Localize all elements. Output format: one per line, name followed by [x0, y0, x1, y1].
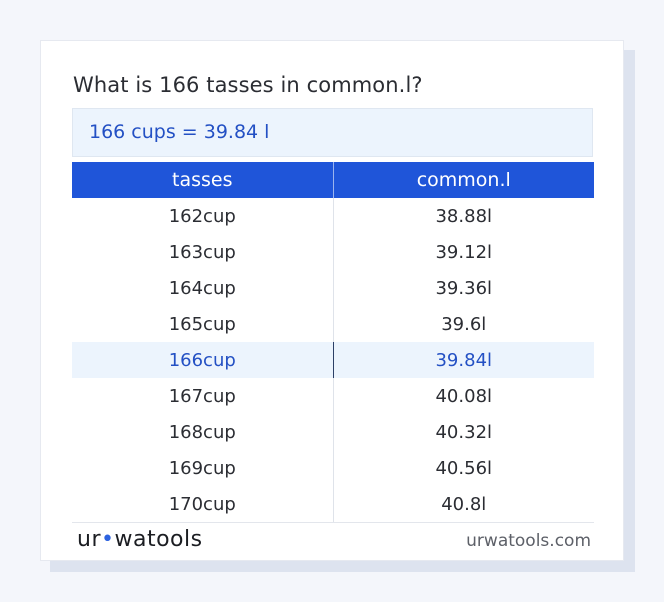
cell-common-l: 40.8l [332, 486, 594, 523]
cell-common-l: 39.84l [332, 342, 594, 378]
column-header-tasses: tasses [72, 162, 333, 198]
table-row: 167cup 40.08l [72, 378, 594, 414]
cell-tasses: 162cup [168, 205, 236, 227]
table-row: 163cup 39.12l [72, 234, 594, 270]
cell-common-l: 39.36l [332, 270, 594, 306]
cell-common-l: 40.56l [332, 450, 594, 486]
cell-tasses: 166cup [72, 342, 333, 378]
page-title: What is 166 tasses in common.l? [73, 73, 423, 97]
cell-tasses: 167cup [168, 385, 236, 407]
urwatools-logo[interactable]: ur•watools [77, 527, 203, 552]
cell-tasses: 168cup [168, 421, 236, 443]
cell-common-l: 40.32l [332, 414, 594, 450]
cell-tasses: 165cup [168, 313, 236, 335]
cell-common-l: 38.88l [332, 198, 594, 234]
table-row: 165cup 39.6l [72, 306, 594, 342]
cell-tasses: 169cup [168, 457, 236, 479]
logo-text: ur•watools [77, 527, 203, 552]
conversion-table: tasses common.l 162cup 38.88l 163cup 39.… [72, 162, 594, 523]
cell-common-l: 40.08l [332, 378, 594, 414]
table-header-row: tasses common.l [72, 162, 594, 198]
table-row: 170cup 40.8l [72, 486, 594, 523]
table-row: 168cup 40.32l [72, 414, 594, 450]
conversion-result: 166 cups = 39.84 l [72, 108, 593, 157]
converter-card: What is 166 tasses in common.l? 166 cups… [40, 40, 624, 561]
table-row: 164cup 39.36l [72, 270, 594, 306]
table-row-highlighted: 166cup 39.84l [72, 342, 594, 378]
table-row: 162cup 38.88l [72, 198, 594, 234]
cell-tasses: 170cup [72, 486, 333, 523]
table-row: 169cup 40.56l [72, 450, 594, 486]
column-header-common-l: common.l [332, 162, 594, 198]
cell-tasses: 164cup [168, 277, 236, 299]
cell-common-l: 39.12l [332, 234, 594, 270]
cell-tasses: 163cup [168, 241, 236, 263]
site-url[interactable]: urwatools.com [466, 531, 591, 551]
cell-common-l: 39.6l [332, 306, 594, 342]
